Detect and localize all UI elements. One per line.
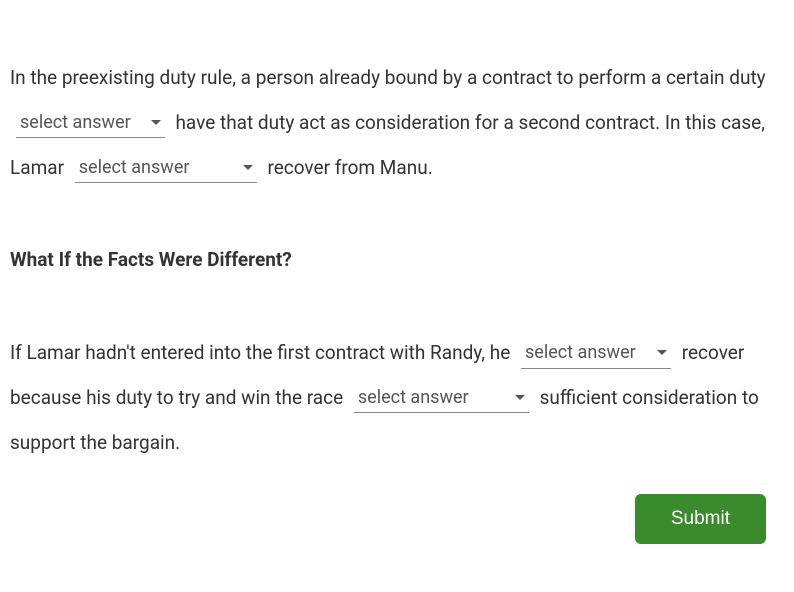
dropdown-label: select answer: [20, 110, 151, 135]
answer-dropdown-2[interactable]: select answer: [75, 155, 257, 183]
spacer: [10, 190, 784, 238]
chevron-down-icon: [657, 350, 667, 355]
text-segment: In the preexisting duty rule, a person a…: [10, 66, 766, 89]
paragraph-2: If Lamar hadn't entered into the first c…: [10, 331, 784, 465]
submit-row: Submit: [635, 494, 766, 544]
dropdown-label: select answer: [525, 340, 656, 365]
dropdown-label: select answer: [358, 385, 489, 410]
submit-button[interactable]: Submit: [635, 494, 766, 544]
answer-dropdown-1[interactable]: select answer: [16, 110, 165, 138]
question-content: In the preexisting duty rule, a person a…: [10, 56, 784, 466]
spacer: [10, 283, 784, 331]
chevron-down-icon: [151, 120, 161, 125]
text-segment: If Lamar hadn't entered into the first c…: [10, 341, 510, 364]
dropdown-label: select answer: [79, 155, 210, 180]
text-segment: recover from Manu.: [267, 156, 432, 179]
section-heading: What If the Facts Were Different?: [10, 238, 784, 283]
chevron-down-icon: [515, 395, 525, 400]
answer-dropdown-3[interactable]: select answer: [521, 340, 671, 368]
chevron-down-icon: [243, 165, 253, 170]
paragraph-1: In the preexisting duty rule, a person a…: [10, 56, 784, 190]
answer-dropdown-4[interactable]: select answer: [354, 385, 529, 413]
